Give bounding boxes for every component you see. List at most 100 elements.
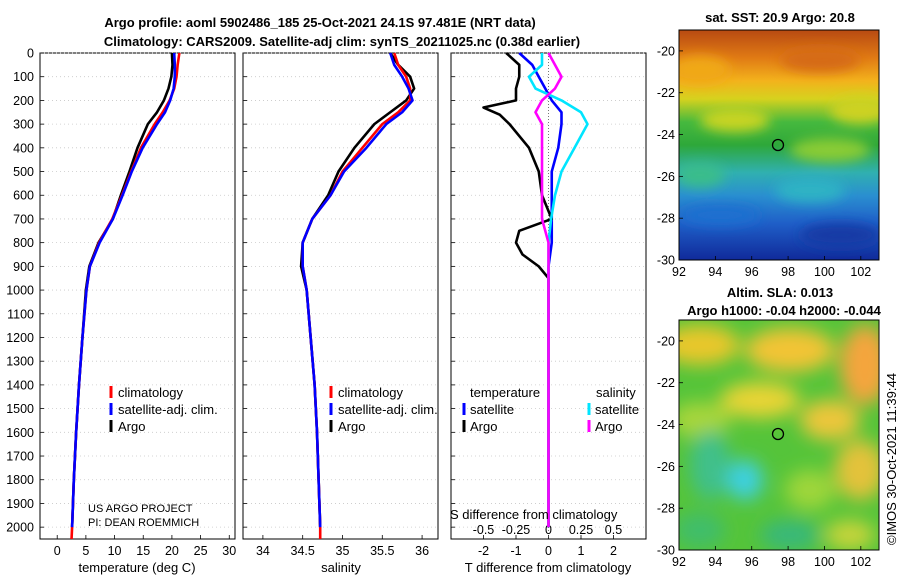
x-tick-label: 96	[745, 555, 759, 569]
y-tick-label: -24	[657, 418, 675, 432]
s-tick-label: -0.25	[502, 523, 531, 537]
legend-label-t-argo: Argo	[470, 419, 497, 434]
y-tick-label: 1400	[6, 378, 34, 392]
x-tick-label: 1	[578, 544, 585, 558]
sst-map-image	[679, 30, 879, 260]
salinity-legend: climatology satellite-adj. clim. Argo	[329, 385, 438, 434]
y-tick-label: -22	[657, 376, 675, 390]
difference-xlabel: T difference from climatology	[465, 560, 632, 575]
y-tick-label: 1500	[6, 402, 34, 416]
y-tick-label: 1600	[6, 426, 34, 440]
series-line-climatology	[70, 52, 181, 540]
y-tick-label: 0	[27, 47, 34, 61]
legend-label-argo: Argo	[338, 419, 365, 434]
x-tick-label: 0	[54, 544, 61, 558]
sla-map-title-2: Argo h1000: -0.04 h2000: -0.044	[687, 303, 881, 318]
x-tick-label: 102	[850, 555, 871, 569]
x-tick-label: 100	[814, 265, 835, 279]
y-tick-label: 100	[13, 70, 34, 84]
x-tick-label: 20	[165, 544, 179, 558]
legend-label-t-satellite: satellite	[470, 402, 514, 417]
sla-map-ticks: 92 94 96 98 100 102 -20 -22 -24 -26 -28 -30	[657, 334, 871, 569]
sst-argo-marker	[771, 138, 785, 152]
y-tick-label: -26	[657, 460, 675, 474]
temperature-axes	[39, 52, 236, 540]
x-tick-label: -2	[478, 544, 489, 558]
x-tick-label: 2	[610, 544, 617, 558]
legend-label-s-satellite: satellite	[595, 402, 639, 417]
sst-map-title: sat. SST: 20.9 Argo: 20.8	[705, 10, 855, 25]
x-tick-label: 92	[672, 555, 686, 569]
legend-title-salinity: salinity	[596, 385, 636, 400]
y-tick-label: 1000	[6, 284, 34, 298]
x-tick-label: 98	[781, 555, 795, 569]
y-tick-label: -20	[657, 44, 675, 58]
y-tick-label: 1100	[7, 307, 34, 321]
y-tick-label: 1700	[6, 450, 34, 464]
x-tick-label: 25	[194, 544, 208, 558]
s-tick-label: -0.5	[473, 523, 495, 537]
legend-label-climatology: climatology	[118, 385, 184, 400]
x-tick-label: 35	[336, 544, 350, 558]
credit-line-2: PI: DEAN ROEMMICH	[88, 517, 199, 529]
temperature-xlabel: temperature (deg C)	[78, 560, 195, 575]
credit-line-1: US ARGO PROJECT	[88, 503, 193, 515]
salinity-xlabel: salinity	[321, 560, 361, 575]
x-tick-label: 92	[672, 265, 686, 279]
y-tick-label: -28	[657, 502, 675, 516]
y-tick-label: 500	[13, 165, 34, 179]
y-tick-label: 1800	[6, 473, 34, 487]
legend-label-s-argo: Argo	[595, 419, 622, 434]
sla-map-frame	[678, 319, 880, 551]
x-tick-label: 100	[814, 555, 835, 569]
x-tick-label: 35.5	[370, 544, 394, 558]
y-tick-label: -24	[657, 128, 675, 142]
title-line-1: Argo profile: aoml 5902486_185 25-Oct-20…	[104, 15, 535, 30]
y-tick-label: 400	[13, 141, 34, 155]
x-tick-label: 34.5	[291, 544, 315, 558]
timestamp: ©IMOS 30-Oct-2021 11:39:44	[884, 373, 899, 545]
y-tick-label: 1300	[6, 355, 34, 369]
difference-legend: temperature salinity satellite Argo sate…	[462, 385, 639, 434]
legend-label-argo: Argo	[118, 419, 145, 434]
sla-map-image	[679, 320, 879, 550]
y-tick-label: 1200	[6, 331, 34, 345]
x-tick-label: 34	[256, 544, 270, 558]
x-tick-label: -1	[510, 544, 521, 558]
x-tick-label: 94	[708, 555, 722, 569]
y-tick-label: -22	[657, 86, 675, 100]
temperature-legend: climatology satellite-adj. clim. Argo	[109, 385, 218, 434]
y-tick-label: 300	[13, 118, 34, 132]
sla-argo-marker	[771, 427, 785, 441]
x-tick-label: 96	[745, 265, 759, 279]
x-tick-label: 102	[850, 265, 871, 279]
salinity-axes	[242, 52, 439, 540]
title-line-2: Climatology: CARS2009. Satellite-adj cli…	[104, 34, 580, 49]
y-tick-label: -30	[657, 544, 675, 558]
y-tick-label: 600	[13, 189, 34, 203]
series-line-satellite-adj-clim-	[70, 52, 177, 528]
sst-map-frame	[678, 29, 880, 261]
y-tick-label: -30	[657, 254, 675, 268]
s-tick-label: 0.25	[569, 523, 593, 537]
series-line-s-satellite	[527, 53, 589, 528]
series-line-satellite-adj-clim-	[301, 52, 414, 528]
y-tick-label: -28	[657, 212, 675, 226]
x-tick-label: 30	[222, 544, 236, 558]
salinity-plot: 34 34.5 35 35.5 36	[243, 52, 438, 558]
y-tick-label: 1900	[6, 497, 34, 511]
temperature-plot: 0100200300400500600700800900100011001200…	[6, 47, 236, 559]
s-tick-label: 0	[545, 523, 552, 537]
x-tick-label: 0	[545, 544, 552, 558]
y-tick-label: 2000	[6, 521, 34, 535]
x-tick-label: 98	[781, 265, 795, 279]
sst-map-ticks: 92 94 96 98 100 102 -20 -22 -24 -26 -28 -30	[657, 44, 871, 279]
series-line-s-argo	[534, 52, 563, 528]
x-tick-label: 15	[136, 544, 150, 558]
legend-label-satellite: satellite-adj. clim.	[118, 402, 218, 417]
s-tick-label: 0.5	[605, 523, 622, 537]
y-tick-label: 200	[13, 94, 34, 108]
x-tick-label: 5	[82, 544, 89, 558]
s-difference-label: S difference from climatology	[450, 507, 618, 522]
